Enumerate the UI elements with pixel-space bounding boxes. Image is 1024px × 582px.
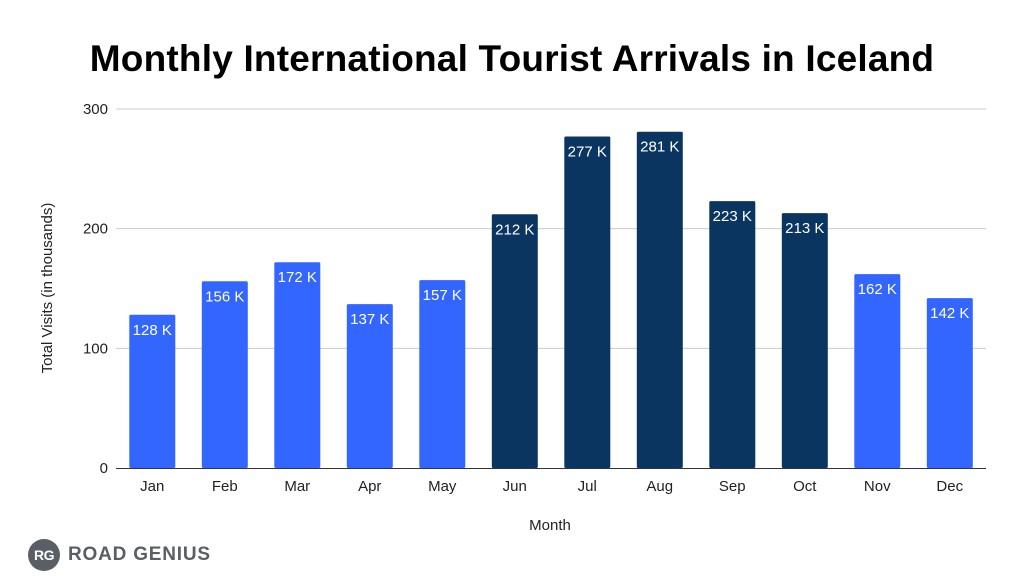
bar-jul xyxy=(564,136,611,468)
x-tick-labels: Jan Feb Mar Apr May Jun Jul Aug Sep Oct Nov Dec xyxy=(140,478,963,495)
x-tick-label: Dec xyxy=(936,478,963,495)
x-tick-label: Oct xyxy=(793,478,817,495)
x-tick-label: May xyxy=(428,478,457,495)
x-tick-label: Apr xyxy=(358,478,381,495)
y-tick-label: 300 xyxy=(83,101,108,118)
bar-feb xyxy=(201,281,248,468)
bar-apr xyxy=(346,304,393,468)
x-tick-label: Mar xyxy=(284,478,310,495)
logo-badge-icon: RG xyxy=(28,539,60,571)
x-tick-label: Sep xyxy=(719,478,746,495)
data-label: 172 K xyxy=(278,269,317,286)
data-label: 223 K xyxy=(713,208,752,225)
data-label: 213 K xyxy=(785,220,824,237)
bar-sep xyxy=(709,201,756,468)
bar-nov xyxy=(854,274,901,468)
data-label: 212 K xyxy=(495,221,534,238)
x-tick-label: Nov xyxy=(864,478,891,495)
y-tick-label: 0 xyxy=(100,460,108,477)
x-axis-title: Month xyxy=(529,517,571,534)
bar-oct xyxy=(781,213,828,468)
bar-mar xyxy=(274,262,321,468)
x-tick-label: Jul xyxy=(578,478,597,495)
y-tick-label: 200 xyxy=(83,221,108,238)
logo-wordmark: ROAD GENIUS xyxy=(68,544,211,565)
road-genius-logo: RG ROAD GENIUS xyxy=(28,538,211,572)
bar-jun xyxy=(491,214,538,468)
y-tick-labels: 0 100 200 300 xyxy=(83,101,108,477)
bars xyxy=(129,131,973,468)
data-label: 137 K xyxy=(350,311,389,328)
x-tick-label: Aug xyxy=(646,478,673,495)
bar-may xyxy=(419,280,466,468)
data-label: 162 K xyxy=(858,281,897,298)
bar-dec xyxy=(926,298,973,468)
data-label: 142 K xyxy=(930,305,969,322)
data-labels: 128 K 156 K 172 K 137 K 157 K 212 K 277 K 281 K… xyxy=(133,139,970,339)
bar-jan xyxy=(129,314,176,468)
data-label: 281 K xyxy=(640,139,679,156)
x-tick-label: Jan xyxy=(140,478,164,495)
data-label: 156 K xyxy=(205,288,244,305)
y-tick-label: 100 xyxy=(83,340,108,357)
data-label: 128 K xyxy=(133,322,172,339)
chart-title: Monthly International Tourist Arrivals i… xyxy=(89,38,935,79)
y-axis-title: Total Visits (in thousands) xyxy=(39,203,56,374)
data-label: 157 K xyxy=(423,287,462,304)
x-tick-label: Jun xyxy=(503,478,527,495)
bar-aug xyxy=(636,131,683,468)
gridlines xyxy=(116,108,986,349)
data-label: 277 K xyxy=(568,144,607,161)
x-tick-label: Feb xyxy=(212,478,238,495)
